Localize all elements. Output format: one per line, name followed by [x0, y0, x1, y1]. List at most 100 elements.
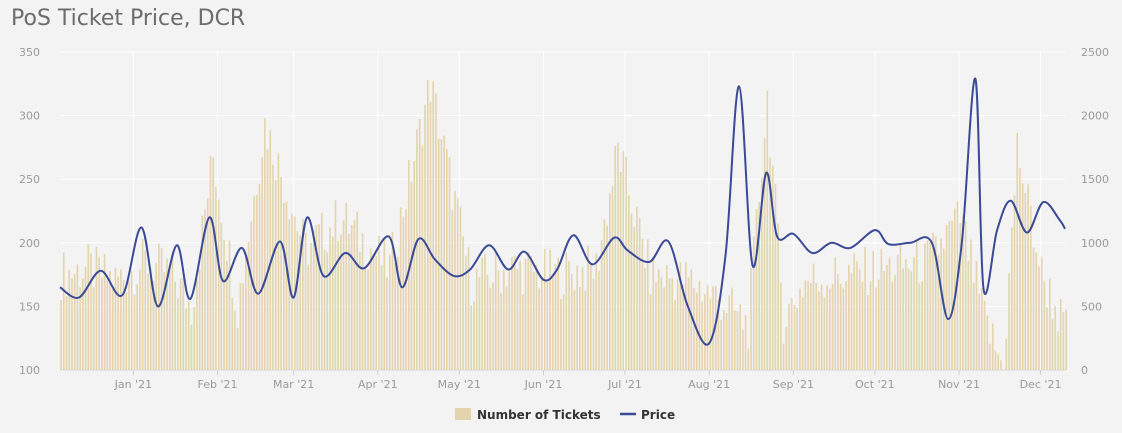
ticket-bar [967, 260, 970, 370]
x-tick-label: Sep '21 [773, 378, 814, 391]
ticket-bar [619, 172, 622, 370]
ticket-bar [948, 220, 951, 370]
ticket-bar [198, 269, 201, 370]
ticket-bar [378, 235, 380, 370]
ticket-bar [475, 268, 478, 370]
ticket-bar [527, 252, 530, 370]
ticket-bar [991, 323, 994, 370]
ticket-bar [896, 254, 899, 370]
ticket-bar [323, 250, 326, 370]
ticket-bar [766, 90, 769, 371]
ticket-bar [163, 272, 166, 370]
left-tick-label: 150 [19, 300, 40, 313]
ticket-bar [682, 284, 684, 370]
ticket-bar [891, 281, 894, 370]
ticket-bar [630, 213, 633, 370]
x-tick-label: Dec '21 [1020, 378, 1062, 391]
ticket-bar [771, 165, 774, 370]
x-tick-label: Jul '21 [607, 378, 642, 391]
ticket-bar [302, 218, 304, 370]
ticket-bar [114, 267, 117, 370]
ticket-bar [934, 236, 937, 370]
ticket-bar [399, 207, 402, 370]
ticket-bar [264, 118, 266, 370]
ticket-bar [668, 278, 671, 370]
ticket-bar [253, 196, 255, 370]
right-tick-label: 0 [1081, 364, 1088, 377]
ticket-bar [206, 198, 209, 370]
ticket-bar [228, 240, 231, 370]
ticket-bar [739, 304, 741, 370]
ticket-bar [587, 245, 589, 370]
ticket-bar [989, 343, 991, 370]
ticket-bar [546, 281, 549, 370]
ticket-bar [975, 260, 978, 370]
ticket-bar [1059, 298, 1062, 370]
ticket-bar [111, 288, 114, 370]
ticket-bar [780, 282, 782, 370]
ticket-bar [704, 294, 706, 370]
ticket-bar [185, 308, 187, 370]
ticket-bar [440, 139, 443, 370]
ticket-bar [315, 225, 318, 370]
x-tick-label: Oct '21 [855, 378, 895, 391]
ticket-bar [133, 294, 136, 370]
right-tick-label: 2000 [1081, 110, 1109, 123]
ticket-bar [359, 251, 361, 370]
ticket-bar [1000, 360, 1002, 370]
ticket-bar [84, 266, 87, 370]
ticket-bar [1008, 273, 1010, 370]
ticket-bar [638, 217, 641, 370]
ticket-bar [983, 300, 986, 370]
ticket-bar [68, 269, 71, 370]
ticket-bar [467, 247, 470, 370]
ticket-bar [223, 239, 225, 370]
left-tick-label: 350 [19, 46, 40, 59]
ticket-bar [598, 270, 600, 370]
ticket-bar [940, 238, 942, 370]
ticket-bar [312, 229, 315, 370]
ticket-bar [456, 198, 459, 370]
x-tick-label: Nov '21 [938, 378, 980, 391]
ticket-bar [179, 278, 182, 370]
ticket-bar [687, 277, 690, 370]
ticket-bar [850, 272, 853, 370]
ticket-bar [103, 254, 106, 370]
ticket-bar [809, 282, 812, 370]
ticket-bar [937, 254, 940, 370]
ticket-bar [581, 267, 584, 370]
ticket-bar [71, 278, 73, 370]
ticket-bar [725, 313, 728, 370]
ticket-bar [698, 280, 701, 370]
ticket-bar [1062, 312, 1065, 370]
ticket-bar [288, 219, 291, 370]
ticket-bar [608, 193, 611, 370]
ticket-bar [1051, 318, 1054, 370]
ticket-bar [1057, 331, 1059, 370]
ticket-bar [924, 243, 926, 370]
ticket-bar [120, 269, 122, 370]
x-tick-label: May '21 [438, 378, 481, 391]
ticket-bar [171, 252, 174, 370]
ticket-bar [196, 278, 198, 370]
ticket-bar [492, 282, 494, 370]
ticket-bar [225, 260, 228, 370]
ticket-bar [641, 238, 644, 370]
ticket-bar [570, 274, 573, 370]
ticket-bar [236, 327, 239, 370]
ticket-bar [443, 135, 445, 370]
legend-label-tickets: Number of Tickets [477, 408, 601, 422]
ticket-bar [880, 249, 883, 370]
ticket-bar [503, 269, 505, 370]
left-tick-label: 200 [19, 237, 40, 250]
ticket-bar [712, 286, 714, 370]
ticket-bar [660, 276, 663, 370]
ticket-bar [182, 277, 185, 370]
ticket-bar [367, 269, 369, 370]
ticket-bar [595, 253, 598, 370]
ticket-bar [801, 296, 804, 370]
ticket-bar [283, 202, 285, 370]
ticket-bar [174, 281, 176, 370]
ticket-bar [676, 278, 679, 370]
